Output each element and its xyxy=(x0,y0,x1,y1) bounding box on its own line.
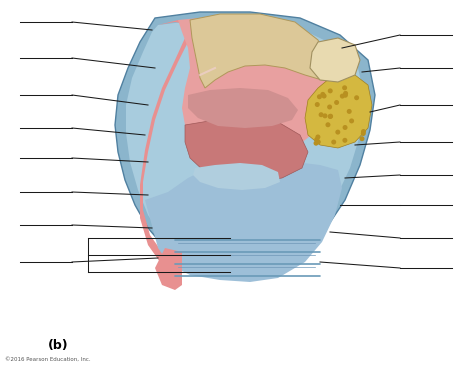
Polygon shape xyxy=(155,248,182,290)
Circle shape xyxy=(314,137,319,142)
Polygon shape xyxy=(178,16,330,158)
Circle shape xyxy=(322,113,328,118)
Circle shape xyxy=(361,129,366,134)
Circle shape xyxy=(342,85,347,90)
Circle shape xyxy=(319,112,324,117)
Text: ©2016 Pearson Education, Inc.: ©2016 Pearson Education, Inc. xyxy=(5,356,91,361)
Polygon shape xyxy=(305,75,372,148)
Circle shape xyxy=(321,94,327,98)
Circle shape xyxy=(349,119,354,123)
Circle shape xyxy=(316,139,321,145)
Circle shape xyxy=(313,141,319,146)
Circle shape xyxy=(343,125,347,130)
Polygon shape xyxy=(193,163,280,190)
Circle shape xyxy=(334,100,339,105)
Polygon shape xyxy=(145,160,342,282)
Circle shape xyxy=(340,94,345,99)
Circle shape xyxy=(335,130,340,135)
Circle shape xyxy=(354,95,359,100)
Polygon shape xyxy=(115,12,375,278)
Circle shape xyxy=(317,94,322,99)
Polygon shape xyxy=(310,38,360,82)
Polygon shape xyxy=(190,14,330,88)
Circle shape xyxy=(328,114,333,119)
Circle shape xyxy=(315,102,320,107)
Circle shape xyxy=(315,134,320,139)
Circle shape xyxy=(328,88,333,93)
Circle shape xyxy=(359,136,365,141)
Circle shape xyxy=(343,93,348,98)
Circle shape xyxy=(320,92,325,97)
Circle shape xyxy=(343,91,348,96)
Circle shape xyxy=(331,139,336,145)
Polygon shape xyxy=(140,20,192,272)
Circle shape xyxy=(361,131,366,136)
Circle shape xyxy=(328,114,333,119)
Polygon shape xyxy=(185,118,308,182)
Circle shape xyxy=(326,122,330,127)
Circle shape xyxy=(327,105,332,109)
Circle shape xyxy=(346,109,352,114)
Polygon shape xyxy=(126,20,365,268)
Text: (b): (b) xyxy=(48,338,68,352)
Polygon shape xyxy=(188,88,298,128)
Circle shape xyxy=(342,138,347,143)
